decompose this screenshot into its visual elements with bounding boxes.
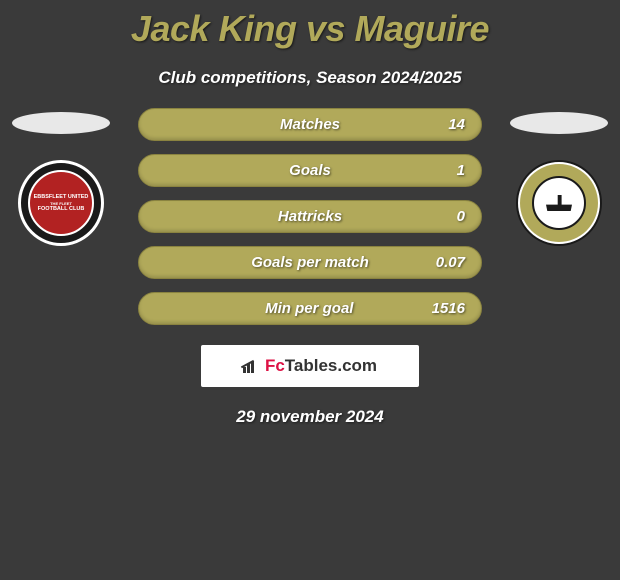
content-area: EBBSFLEET UNITED THE FLEET FOOTBALL CLUB… — [0, 108, 620, 427]
stat-bar-hattricks: Hattricks 0 — [138, 200, 482, 233]
stat-bar-matches: Matches 14 — [138, 108, 482, 141]
stat-label: Goals per match — [155, 254, 433, 271]
stat-value: 0 — [433, 208, 465, 225]
badge-left-bottom-text: FOOTBALL CLUB — [38, 206, 85, 212]
stat-value: 1 — [433, 162, 465, 179]
player-shadow-right — [510, 112, 608, 134]
stat-bar-gpm: Goals per match 0.07 — [138, 246, 482, 279]
stat-bar-goals: Goals 1 — [138, 154, 482, 187]
club-badge-boston — [516, 160, 602, 246]
badge-left-inner: EBBSFLEET UNITED THE FLEET FOOTBALL CLUB — [28, 170, 94, 236]
stat-value: 1516 — [432, 300, 465, 317]
player-shadow-left — [12, 112, 110, 134]
comparison-subtitle: Club competitions, Season 2024/2025 — [0, 68, 620, 88]
stat-value: 0.07 — [433, 254, 465, 271]
ship-icon — [546, 195, 572, 211]
comparison-date: 29 november 2024 — [0, 407, 620, 427]
brand-prefix: Fc — [265, 356, 285, 375]
badge-right-inner — [532, 176, 586, 230]
stat-bar-mpg: Min per goal 1516 — [138, 292, 482, 325]
brand-main: Tables.com — [285, 356, 377, 375]
club-badge-ebbsfleet: EBBSFLEET UNITED THE FLEET FOOTBALL CLUB — [18, 160, 104, 246]
stat-label: Matches — [155, 116, 433, 133]
stats-bars: Matches 14 Goals 1 Hattricks 0 Goals per… — [138, 108, 482, 325]
badge-right-ring — [520, 164, 598, 242]
comparison-title: Jack King vs Maguire — [0, 0, 620, 50]
brand-text: FcTables.com — [265, 356, 377, 376]
stat-label: Min per goal — [155, 300, 432, 317]
stat-label: Goals — [155, 162, 433, 179]
badge-left-top-text: EBBSFLEET UNITED — [34, 194, 89, 200]
chart-icon — [243, 359, 261, 373]
stat-value: 14 — [433, 116, 465, 133]
brand-box[interactable]: FcTables.com — [201, 345, 419, 387]
stat-label: Hattricks — [155, 208, 433, 225]
